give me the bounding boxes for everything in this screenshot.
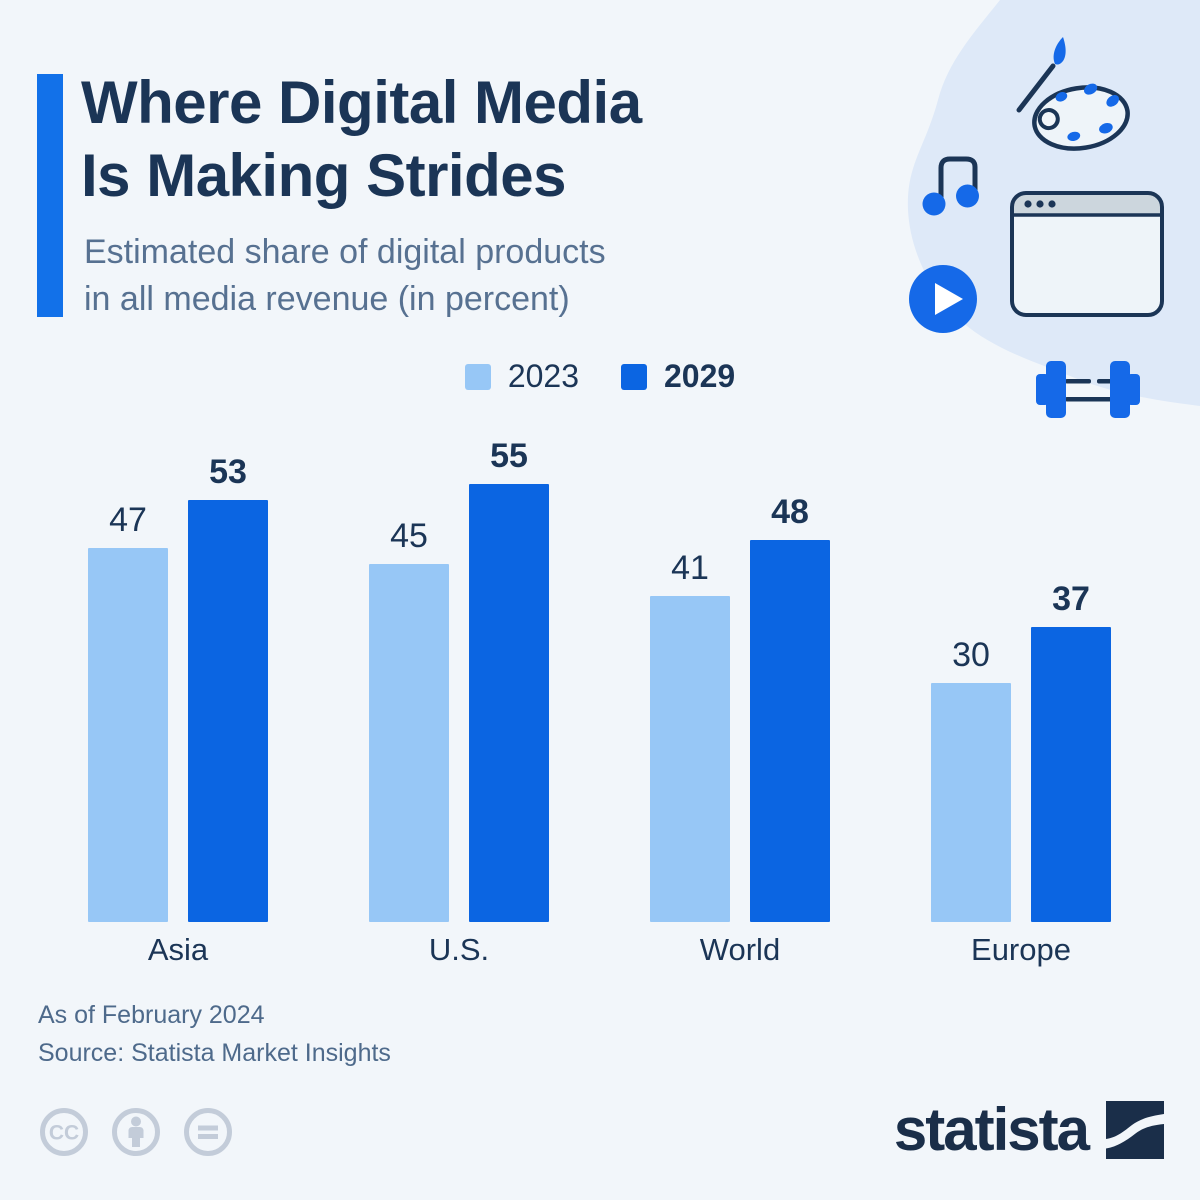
legend-label-2029: 2029 [664,358,736,394]
statista-logo-mark [1106,1101,1164,1159]
bar-2029-us [469,484,549,922]
browser-window-icon [1010,191,1164,317]
value-label-2023-world: 41 [671,549,709,587]
value-label-2023-asia: 47 [109,501,147,539]
page-title-line2: Is Making Strides [81,142,566,209]
dumbbell-icon [1036,361,1140,418]
cc-by-icon [112,1108,160,1156]
page-title-line1: Where Digital Media [81,69,642,136]
legend-swatch-2029 [621,363,647,390]
music-note-icon [922,156,979,216]
value-label-2029-us: 55 [490,437,528,475]
statista-logo-text: statista [893,1096,1090,1163]
value-label-2029-asia: 53 [209,453,247,491]
bar-2029-world [750,540,830,922]
bar-2023-us [369,564,449,922]
source-note: Source: Statista Market Insights [38,1039,391,1067]
bar-2029-europe [1031,627,1111,922]
page-subtitle-line1: Estimated share of digital products [84,233,606,271]
legend-item-2029: 2029 [621,358,735,395]
bar-2023-asia [88,548,168,922]
legend-item-2023: 2023 [464,358,579,395]
svg-text:CC: CC [49,1122,79,1145]
category-label-us: U.S. [428,932,490,967]
category-label-europe: Europe [971,932,1071,967]
page-title: Where Digital Media Is Making Strides [81,66,642,212]
value-label-2023-europe: 30 [952,636,990,674]
page-subtitle: Estimated share of digital products in a… [84,229,606,323]
as-of-note: As of February 2024 [38,1001,265,1029]
chart-footnotes: As of February 2024 Source: Statista Mar… [38,996,391,1072]
title-accent-bar [37,74,63,317]
paint-palette-icon [1016,37,1130,151]
cc-nd-icon [184,1108,232,1156]
category-label-asia: Asia [147,932,209,967]
bar-2023-europe [931,683,1011,922]
license-icons: CC [38,1106,234,1158]
chart-legend: 2023 2029 [0,358,1200,395]
legend-swatch-2023 [464,363,491,390]
cc-icon: CC [40,1108,88,1156]
bar-2029-asia [188,500,268,922]
play-button-icon [909,265,977,333]
legend-label-2023: 2023 [507,358,579,394]
bar-2023-world [650,596,730,922]
value-label-2023-us: 45 [390,517,428,555]
category-label-world: World [699,932,781,967]
value-label-2029-world: 48 [771,493,809,531]
page-subtitle-line2: in all media revenue (in percent) [84,280,570,318]
statista-logo: statista [894,1098,1164,1162]
value-label-2029-europe: 37 [1052,580,1090,618]
